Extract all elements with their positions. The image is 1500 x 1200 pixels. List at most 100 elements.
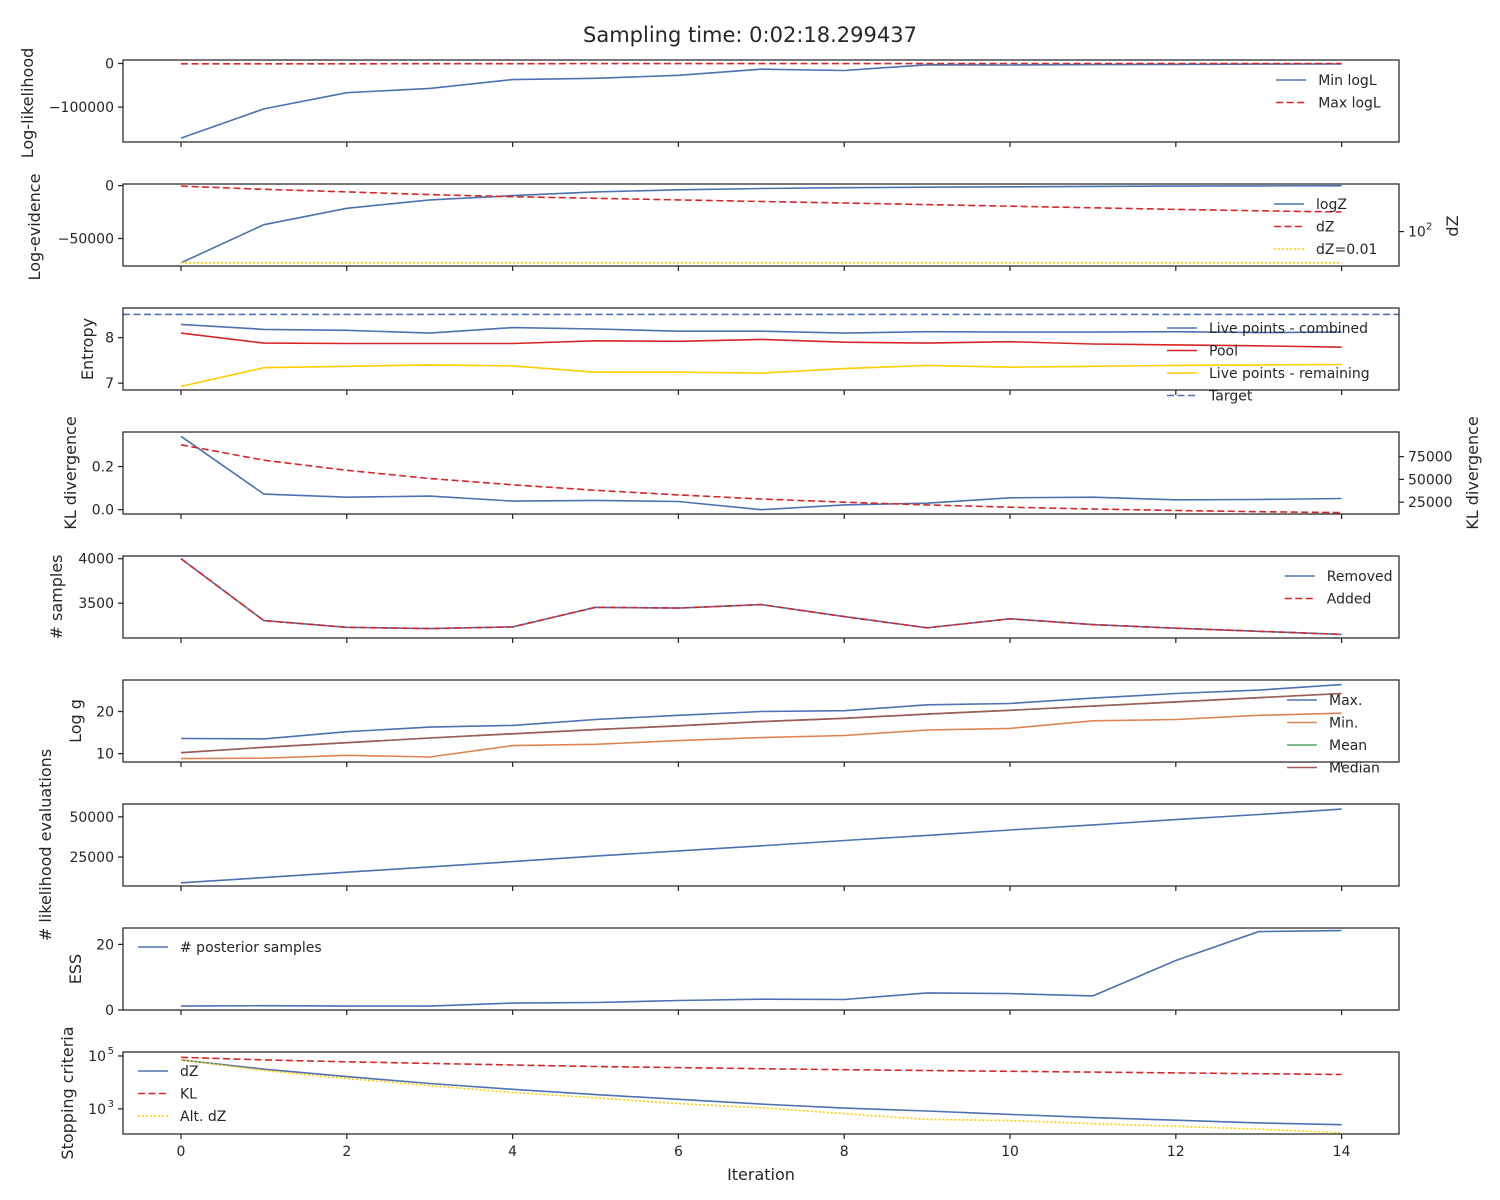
series-line-logg-1 (180, 712, 1342, 760)
series-line-logg-0 (180, 683, 1342, 740)
y-tick-label-stop-0: 10 (88, 1049, 106, 1065)
axes-frame-stop (122, 1051, 1400, 1135)
y-axis-label-entropy: Entropy (78, 318, 97, 380)
series-line-stop-0 (180, 1059, 1342, 1126)
x-tick-label-2: 4 (508, 1144, 517, 1160)
y-tick-label-logz-0: 0 (105, 179, 114, 195)
series-group-ess (180, 929, 1342, 1007)
legend-label-ess-0: # posterior samples (180, 940, 322, 956)
right-tick-label-kl-1: 50000 (1408, 472, 1453, 488)
series-line-ess-0 (180, 929, 1342, 1007)
legend-label-entropy-0: Live points - combined (1209, 321, 1368, 337)
y-tick-label-ess-0: 20 (96, 937, 114, 953)
legend-label-logz-2: dZ=0.01 (1316, 242, 1377, 258)
axes-frame-logg (122, 679, 1400, 763)
y-tick-label-ess-1: 0 (105, 1003, 114, 1019)
panel-entropy: 8 7 Entropy Live points - combined Pool Live … (78, 307, 1400, 405)
series-line-logg-3 (180, 692, 1342, 754)
x-axis-label: Iteration (727, 1165, 795, 1184)
right-tick-label-kl-0: 75000 (1408, 450, 1453, 466)
legend-label-loglike-1: Max logL (1318, 96, 1381, 112)
series-line-entropy-0 (180, 323, 1342, 334)
legend-label-entropy-1: Pool (1209, 344, 1238, 360)
series-group-kl (180, 435, 1342, 514)
y-axis-label-right-kl: KL divergence (1463, 416, 1482, 529)
axes-frame-logz (122, 183, 1400, 267)
y-tick-label-entropy-0: 8 (105, 331, 114, 347)
legend-label-stop-2: Alt. dZ (180, 1109, 226, 1125)
axes-frame-entropy (122, 307, 1400, 391)
series-line-stop-2 (180, 1059, 1342, 1134)
y-axis-label-samples: # samples (47, 555, 66, 640)
series-group-logg (180, 683, 1342, 760)
y-tick-label-loglike-1: −100000 (49, 100, 114, 116)
legend-label-samples-0: Removed (1327, 569, 1393, 585)
panel-kl: 0.2 0.0 75000 50000 25000 KL divergence KL div… (61, 416, 1482, 529)
y-tick-label-loglike-0: 0 (105, 56, 114, 72)
series-group-logz (180, 185, 1342, 264)
y-tick-label-samples-1: 3500 (78, 596, 114, 612)
y-tick-label-stop-1: 10 (88, 1102, 106, 1118)
series-group-likeval (180, 808, 1342, 884)
legend-label-stop-0: dZ (180, 1064, 198, 1080)
panel-logg: 20 10 Log g Max. Min. Mean Median (66, 679, 1400, 777)
y-tick-label-entropy-1: 7 (105, 376, 114, 392)
series-line-logz-1 (180, 185, 1342, 213)
panel-likeval: 50000 25000 # likelihood evaluations (36, 749, 1400, 941)
y-tick-label-likeval-0: 50000 (69, 810, 114, 826)
y-axis-label-loglike: Log-likelihood (18, 48, 37, 159)
panel-loglike: 0 −100000 Log-likelihood Min logL Max logL (18, 48, 1400, 159)
figure-title: Sampling time: 0:02:18.299437 (583, 23, 917, 47)
series-group-entropy (123, 313, 1399, 388)
y-axis-label-logz: Log-evidence (25, 174, 44, 281)
panels: 0 −100000 Log-likelihood Min logL Max logL 0 −… (18, 48, 1482, 1160)
legend-label-stop-1: KL (180, 1087, 197, 1103)
y-tick-label-logg-0: 20 (96, 705, 114, 721)
y-tick-label-kl-1: 0.0 (92, 503, 114, 519)
y-axis-label-likeval: # likelihood evaluations (36, 749, 55, 941)
y-tick-label-likeval-1: 25000 (69, 850, 114, 866)
y-tick-label-kl-0: 0.2 (92, 460, 114, 476)
panel-logz: 0 −50000 10 2 Log-evidence dZ logZ dZ dZ=0.01 (25, 174, 1462, 281)
legend-label-entropy-2: Live points - remaining (1209, 366, 1370, 382)
x-tick-label-7: 14 (1333, 1144, 1351, 1160)
y-axis-label-ess: ESS (66, 954, 85, 984)
y-axis-label-kl: KL divergence (61, 416, 80, 529)
right-tick-label-logz-0: 10 (1408, 225, 1426, 241)
series-line-logz-0 (180, 185, 1342, 264)
series-line-samples-1 (180, 558, 1342, 636)
series-line-samples-0 (180, 558, 1342, 636)
series-group-loglike (180, 62, 1342, 139)
y-tick-label-logz-1: −50000 (58, 231, 114, 247)
legend-label-logg-1: Min. (1329, 716, 1358, 732)
x-tick-label-0: 0 (177, 1144, 186, 1160)
panel-samples: 4000 3500 # samples Removed Added (47, 552, 1400, 643)
series-line-kl-1 (180, 444, 1342, 514)
y-tick-label-samples-0: 4000 (78, 552, 114, 568)
series-line-stop-1 (180, 1056, 1342, 1076)
legend-label-logg-3: Median (1329, 761, 1380, 777)
x-tick-label-4: 8 (840, 1144, 849, 1160)
legend-label-logz-1: dZ (1316, 220, 1334, 236)
x-tick-label-1: 2 (342, 1144, 351, 1160)
right-tick-exp-logz-0: 2 (1426, 222, 1432, 233)
legend-label-logz-0: logZ (1316, 197, 1347, 213)
axes-frame-loglike (122, 59, 1400, 143)
series-line-entropy-1 (180, 332, 1342, 348)
y-axis-label-stop: Stopping criteria (58, 1026, 77, 1159)
series-group-samples (180, 558, 1342, 636)
legend-label-entropy-3: Target (1208, 389, 1253, 405)
y-axis-label-logg: Log g (66, 699, 85, 743)
legend-label-loglike-0: Min logL (1318, 73, 1377, 89)
y-tick-exp-stop-0: 5 (108, 1046, 114, 1057)
x-tick-label-5: 10 (1001, 1144, 1019, 1160)
series-line-loglike-0 (180, 63, 1342, 139)
legend-label-logg-0: Max. (1329, 693, 1362, 709)
series-group-stop (180, 1056, 1342, 1134)
x-tick-label-6: 12 (1167, 1144, 1185, 1160)
axes-frame-ess (122, 927, 1400, 1011)
legend-label-logg-2: Mean (1329, 738, 1367, 754)
axes-frame-samples (122, 555, 1400, 639)
